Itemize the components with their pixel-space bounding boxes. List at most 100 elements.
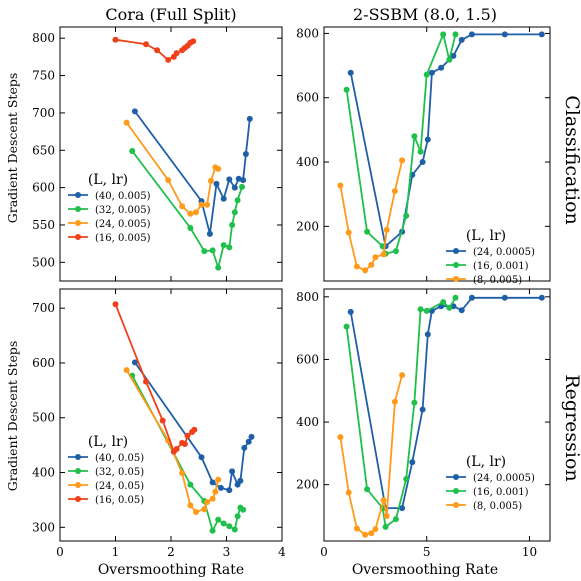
chart-panel-3: 200 400 600 800 0 5 10 (L, lr) (24, 0.0005) (16, … bbox=[296, 288, 551, 559]
data-point bbox=[343, 323, 350, 330]
data-point bbox=[440, 299, 447, 306]
data-point bbox=[353, 263, 360, 270]
legend-swatch-marker bbox=[75, 206, 81, 212]
y-tick-label: 800 bbox=[296, 290, 319, 304]
legend-swatch-marker bbox=[75, 468, 81, 474]
data-point bbox=[538, 31, 545, 38]
legend-swatch-marker bbox=[453, 474, 459, 480]
data-point bbox=[215, 264, 222, 271]
legend-swatch-marker bbox=[75, 482, 81, 488]
data-point bbox=[446, 56, 453, 63]
row-label-top: Classification bbox=[561, 95, 581, 225]
column-title-right: 2-SSBM (8.0, 1.5) bbox=[353, 5, 497, 24]
data-point bbox=[538, 294, 545, 301]
data-point bbox=[423, 307, 430, 314]
legend-swatch-marker bbox=[75, 454, 81, 460]
data-point bbox=[438, 64, 445, 71]
data-point bbox=[380, 251, 387, 258]
y-tick-label: 700 bbox=[32, 301, 55, 315]
legend-title: (L, lr) bbox=[466, 228, 506, 244]
legend-entry: (24, 0.05) bbox=[95, 481, 144, 492]
legend-entry: (8, 0.005) bbox=[473, 501, 522, 512]
data-point bbox=[209, 479, 216, 486]
data-point bbox=[204, 499, 211, 506]
data-point bbox=[409, 459, 416, 466]
series-line-2 bbox=[339, 374, 403, 536]
y-axis-label-bottom: Gradient Descent Steps bbox=[5, 341, 20, 492]
data-point bbox=[112, 36, 119, 43]
y-tick-label: 600 bbox=[32, 356, 55, 370]
data-point bbox=[215, 516, 222, 523]
series-line-2 bbox=[125, 122, 219, 215]
data-point bbox=[154, 47, 161, 54]
y-tick-label: 500 bbox=[32, 255, 55, 269]
y-tick-label: 800 bbox=[296, 26, 319, 40]
data-point bbox=[347, 69, 354, 76]
data-point bbox=[382, 523, 389, 530]
data-point bbox=[345, 489, 352, 496]
data-point bbox=[452, 294, 459, 301]
row-label-bottom: Regression bbox=[561, 374, 581, 481]
legend-title: (L, lr) bbox=[466, 454, 506, 470]
series-line-2 bbox=[339, 160, 403, 272]
data-point bbox=[440, 31, 447, 38]
data-point bbox=[241, 444, 248, 451]
legend-entry: (40, 0.005) bbox=[95, 191, 151, 202]
data-point bbox=[399, 372, 406, 379]
data-point bbox=[229, 222, 236, 228]
data-point bbox=[337, 434, 344, 441]
data-point bbox=[353, 525, 360, 532]
x-tick-label: 0 bbox=[320, 545, 328, 559]
data-point bbox=[143, 41, 149, 48]
data-point bbox=[231, 209, 238, 216]
data-point bbox=[411, 133, 418, 140]
data-point bbox=[193, 209, 199, 216]
data-point bbox=[226, 176, 233, 183]
data-point bbox=[362, 531, 369, 538]
y-tick-label: 650 bbox=[32, 143, 55, 157]
plot-frame bbox=[323, 26, 551, 282]
y-tick-label: 400 bbox=[296, 415, 319, 429]
data-point bbox=[345, 229, 352, 236]
data-point bbox=[215, 165, 222, 172]
data-point bbox=[364, 228, 371, 235]
legend-title: (L, lr) bbox=[88, 434, 128, 450]
legend-swatch-marker bbox=[75, 234, 81, 240]
data-point bbox=[220, 242, 227, 249]
x-tick-label: 3 bbox=[223, 545, 231, 559]
data-point bbox=[417, 148, 424, 155]
data-point bbox=[129, 148, 136, 154]
data-point bbox=[112, 301, 119, 308]
data-point bbox=[391, 398, 398, 405]
x-tick-label: 10 bbox=[522, 545, 537, 559]
column-title-left: Cora (Full Split) bbox=[105, 5, 236, 24]
data-point bbox=[143, 378, 149, 385]
legend-swatch-marker bbox=[453, 262, 459, 268]
data-point bbox=[217, 484, 224, 491]
data-point bbox=[428, 69, 435, 76]
data-point bbox=[131, 359, 138, 366]
data-point bbox=[419, 159, 426, 165]
data-point bbox=[240, 506, 247, 513]
data-point bbox=[242, 151, 249, 157]
data-point bbox=[372, 254, 379, 261]
data-point bbox=[391, 188, 398, 194]
data-point bbox=[198, 454, 205, 461]
data-point bbox=[392, 248, 399, 255]
data-point bbox=[226, 244, 233, 251]
legend-swatch-marker bbox=[75, 192, 81, 198]
data-point bbox=[347, 308, 354, 315]
data-point bbox=[452, 31, 459, 38]
data-point bbox=[187, 481, 194, 488]
data-point bbox=[231, 526, 238, 533]
data-point bbox=[458, 307, 465, 314]
series-line-1 bbox=[345, 297, 457, 529]
data-point bbox=[206, 230, 213, 237]
legend-entry: (24, 0.0005) bbox=[473, 247, 535, 258]
data-point bbox=[383, 226, 390, 233]
legend-title: (L, lr) bbox=[88, 172, 128, 188]
data-point bbox=[208, 177, 214, 184]
y-tick-label: 200 bbox=[296, 478, 319, 492]
data-point bbox=[165, 177, 172, 184]
legend-entry: (24, 0.005) bbox=[95, 219, 151, 230]
